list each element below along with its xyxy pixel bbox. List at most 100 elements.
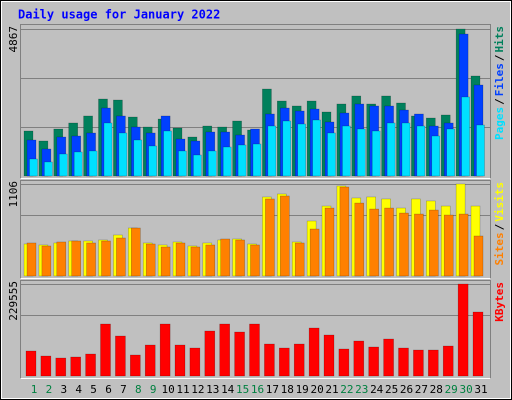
x-tick-label: 5 [90, 383, 97, 396]
bar [159, 323, 171, 377]
bar [294, 242, 305, 277]
x-tick-label: 30 [459, 383, 472, 396]
bar [386, 122, 396, 177]
x-tick-label: 22 [340, 383, 353, 396]
legend-entry: Pages [493, 107, 506, 140]
bar [461, 96, 470, 177]
bar [399, 212, 409, 277]
bar [71, 240, 81, 277]
x-tick-label: 15 [236, 383, 249, 396]
bar [371, 130, 381, 177]
bar [86, 242, 96, 277]
bar [264, 343, 275, 377]
x-tick-label: 31 [474, 383, 487, 396]
x-tick-label: 12 [191, 383, 204, 396]
y-tick-label: 1106 [7, 181, 20, 208]
legend-separator: / [493, 98, 506, 105]
x-tick-label: 21 [325, 383, 338, 396]
bar [103, 122, 113, 177]
bar [267, 125, 277, 177]
x-tick-label: 27 [415, 383, 428, 396]
x-tick-label: 25 [385, 383, 398, 396]
bar [130, 354, 141, 377]
x-tick-label: 28 [430, 383, 443, 396]
bar [369, 208, 379, 277]
bar [41, 245, 52, 277]
bar [190, 246, 201, 277]
bar [323, 334, 335, 377]
legend-entry: Files [493, 63, 506, 96]
x-tick-label: 9 [150, 383, 157, 396]
bar [148, 145, 157, 177]
bar [312, 119, 321, 177]
bar [457, 283, 469, 377]
x-tick-label: 8 [135, 383, 142, 396]
bar [279, 347, 290, 377]
bar [101, 240, 111, 277]
bar [280, 195, 290, 277]
bar [265, 198, 275, 277]
x-tick-label: 6 [105, 383, 112, 396]
x-tick-label: 14 [221, 383, 235, 396]
bar [100, 323, 111, 377]
bar [293, 343, 305, 377]
bar [431, 135, 441, 177]
bar [131, 227, 141, 277]
bar [59, 153, 68, 177]
bar [40, 355, 52, 377]
bar [163, 130, 172, 177]
bar [252, 143, 262, 177]
legend-entry: Hits [493, 26, 506, 53]
bar [178, 150, 187, 177]
bar [458, 213, 469, 277]
x-tick-label: 13 [206, 383, 219, 396]
bar [174, 344, 186, 377]
bar [116, 237, 126, 277]
bar [189, 347, 201, 377]
bar [235, 239, 245, 277]
bar [56, 241, 67, 277]
legend-entry: Sites [493, 232, 506, 265]
bar [384, 207, 394, 277]
chart-title: Daily usage for January 2022 [18, 8, 220, 22]
bar [29, 158, 38, 177]
bar [250, 244, 260, 277]
bar [473, 235, 484, 277]
bar [144, 344, 156, 377]
y-tick-label: 229555 [7, 281, 20, 321]
x-tick-label: 19 [296, 383, 309, 396]
legend: Pages/Files/Hits [493, 26, 506, 140]
bar [205, 244, 216, 277]
bar [398, 347, 409, 377]
bar [308, 327, 320, 377]
bar [383, 338, 394, 377]
bar [193, 154, 202, 177]
bar [44, 161, 53, 177]
bar [219, 323, 230, 377]
bar [353, 340, 365, 377]
x-tick-label: 24 [370, 383, 384, 396]
x-tick-label: 20 [310, 383, 323, 396]
bar [338, 348, 350, 377]
bar [26, 242, 37, 277]
bar [25, 350, 37, 377]
x-tick-label: 10 [161, 383, 174, 396]
legend: KBytes [493, 282, 506, 322]
legend-separator: / [493, 54, 506, 61]
bar [297, 123, 306, 177]
bar [175, 242, 186, 277]
bar [115, 335, 126, 377]
legend: Sites /Visits [493, 182, 506, 266]
bar [55, 357, 67, 377]
bar [339, 186, 350, 277]
x-tick-label: 1 [31, 383, 38, 396]
bar [133, 139, 143, 177]
bar [401, 122, 411, 177]
x-tick-label: 17 [266, 383, 279, 396]
bar [222, 146, 232, 177]
bar [70, 356, 81, 377]
bar [416, 125, 426, 177]
legend-entry: Visits [493, 182, 506, 222]
x-tick-label: 3 [60, 383, 67, 396]
